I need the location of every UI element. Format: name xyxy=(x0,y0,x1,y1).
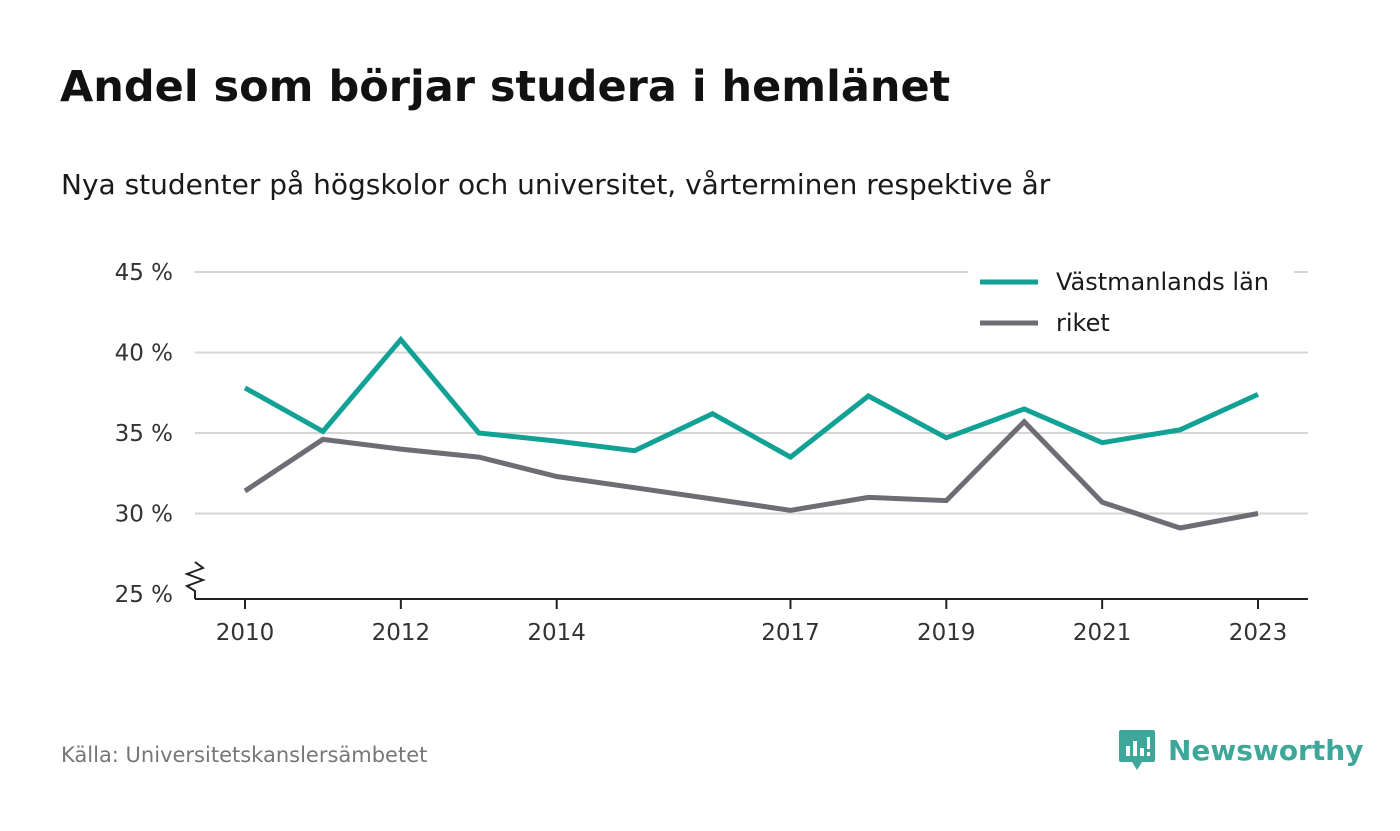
y-tick-label: 30 % xyxy=(115,502,173,528)
x-tick-label: 2021 xyxy=(1073,620,1132,646)
legend: Västmanlands län riket xyxy=(968,258,1294,348)
x-tick-label: 2019 xyxy=(917,620,976,646)
newsworthy-logo-icon xyxy=(1119,730,1155,770)
legend-label: Västmanlands län xyxy=(1056,268,1269,296)
x-tick-label: 2012 xyxy=(372,620,431,646)
x-tick-label: 2010 xyxy=(216,620,275,646)
chart-title: Andel som börjar studera i hemlänet xyxy=(60,62,951,112)
chart-subtitle: Nya studenter på högskolor och universit… xyxy=(61,168,1051,201)
brand-name: Newsworthy xyxy=(1168,733,1364,767)
series-line xyxy=(243,335,1260,461)
y-tick-label: 35 % xyxy=(115,421,173,447)
x-axis: 2010 2012 2014 2017 2019 2021 2023 xyxy=(184,561,1308,646)
y-tick-label: 45 % xyxy=(115,260,173,286)
legend-background xyxy=(968,258,1294,348)
y-tick-label: 40 % xyxy=(115,341,173,367)
y-axis-ticks: 25 % 30 % 35 % 40 % 45 % xyxy=(115,260,173,608)
series-lines xyxy=(243,335,1260,531)
source-note: Källa: Universitetskanslersämbetet xyxy=(61,743,428,767)
axis-break-mark xyxy=(184,561,206,599)
x-tick-label: 2023 xyxy=(1229,620,1288,646)
x-tick-label: 2014 xyxy=(527,620,586,646)
y-tick-label: 25 % xyxy=(115,582,173,608)
x-tick-label: 2017 xyxy=(761,620,820,646)
brand-logo: Newsworthy xyxy=(1118,728,1363,772)
legend-label: riket xyxy=(1056,309,1110,337)
series-line xyxy=(243,418,1259,531)
